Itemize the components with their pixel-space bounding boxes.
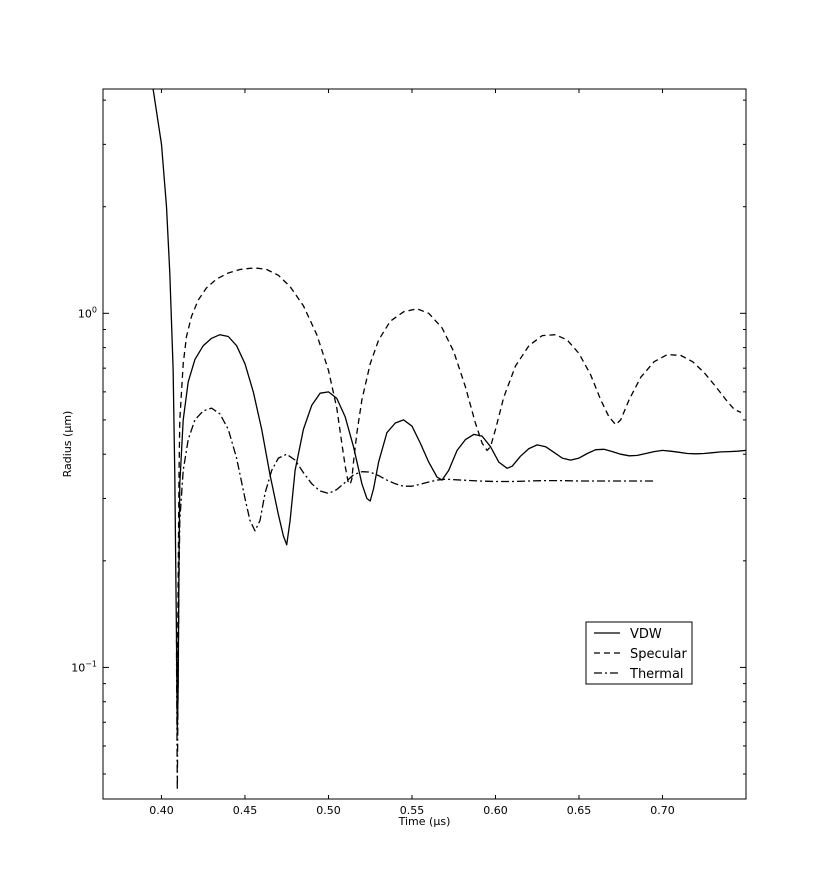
series-line-specular <box>175 267 742 685</box>
legend-label-specular: Specular <box>630 647 687 662</box>
legend-label-vdw: VDW <box>630 627 662 642</box>
legend: VDW Specular Thermal <box>585 621 693 685</box>
x-axis-label: Time (µs) <box>398 815 451 828</box>
series-line-vdw <box>152 89 746 735</box>
x-tick-label: 0.60 <box>483 804 508 817</box>
axis-ticks: 0.40 0.45 0.50 0.55 0.60 0.65 0.70 10−1 100 <box>71 89 746 817</box>
series-line-thermal <box>175 407 655 791</box>
plot-frame <box>102 88 747 800</box>
y-axis-label: Radius (µm) <box>61 411 74 478</box>
x-tick-label: 0.50 <box>316 804 341 817</box>
series-layer <box>152 89 746 791</box>
y-tick-label: 100 <box>78 305 97 320</box>
x-tick-label: 0.45 <box>233 804 258 817</box>
legend-box <box>585 621 693 685</box>
x-tick-label: 0.40 <box>149 804 174 817</box>
x-tick-label: 0.70 <box>650 804 675 817</box>
y-tick-label: 10−1 <box>71 659 97 674</box>
x-tick-label: 0.55 <box>400 804 425 817</box>
legend-label-thermal: Thermal <box>629 667 684 682</box>
x-tick-label: 0.65 <box>567 804 592 817</box>
